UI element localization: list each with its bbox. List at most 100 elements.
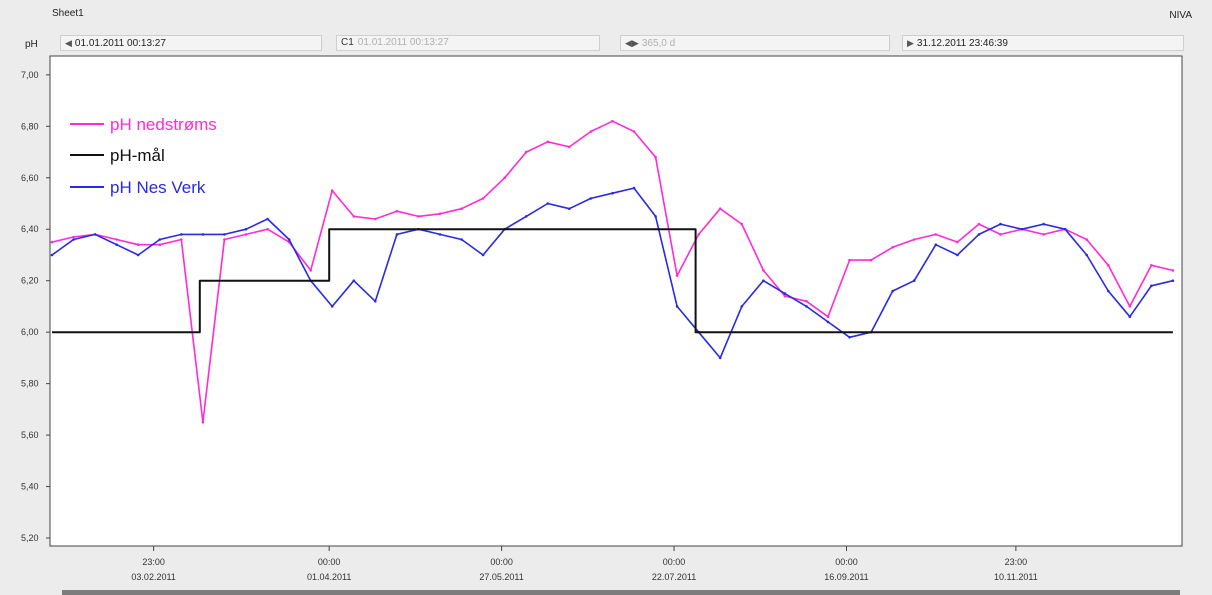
window-header: Sheet1 NIVA	[0, 0, 1212, 32]
y-tick-label: 5,60	[21, 430, 39, 440]
data-point-ph-nedstr-ms	[589, 130, 593, 133]
data-point-ph-nes-verk	[93, 233, 97, 236]
end-time-value: 31.12.2011 23:46:39	[916, 38, 1008, 49]
y-tick-label: 6,80	[21, 121, 39, 131]
data-point-ph-nes-verk	[266, 217, 269, 221]
data-point-ph-nes-verk	[1150, 284, 1153, 288]
legend-label-ph-nedstroms: pH nedstrøms	[110, 115, 217, 134]
data-point-ph-nedstr-ms	[762, 269, 765, 272]
y-axis: 7,00 6,80 6,60 6,40 6,20 6,00 5,80 5,60 5,40 5,20	[21, 70, 50, 543]
data-point-ph-nes-verk	[891, 289, 894, 293]
y-tick-label: 6,20	[21, 276, 39, 286]
end-time-field[interactable]: ▶ 31.12.2011 23:46:39	[902, 35, 1184, 51]
unit-label: pH	[25, 39, 38, 50]
span-field[interactable]: ◀▶ 365,0 d	[620, 35, 890, 51]
data-point-ph-nedstr-ms	[934, 233, 938, 236]
data-point-ph-nes-verk	[72, 238, 75, 241]
right-panel	[1182, 56, 1212, 546]
data-point-ph-nedstr-ms	[611, 119, 614, 123]
horizontal-scrollbar[interactable]	[62, 590, 1180, 595]
span-arrows-icon[interactable]: ◀▶	[625, 38, 639, 48]
sheet-title: Sheet1	[52, 8, 84, 19]
data-point-ph-nedstr-ms	[999, 233, 1002, 236]
y-tick-label: 7,00	[21, 70, 39, 80]
data-point-ph-nedstr-ms	[826, 315, 830, 319]
data-point-ph-nedstr-ms	[869, 258, 873, 262]
data-point-ph-nedstr-ms	[1107, 264, 1110, 267]
data-point-ph-nedstr-ms	[632, 130, 636, 133]
x-tick-date: 27.05.2011	[479, 572, 523, 582]
cursor-c1-field[interactable]: C1 01.01.2011 00:13:27	[336, 35, 600, 51]
data-point-ph-nes-verk	[762, 279, 765, 283]
data-point-ph-nes-verk	[223, 233, 226, 236]
x-tick-time: 23:00	[1005, 557, 1028, 567]
data-point-ph-nedstr-ms	[848, 258, 851, 262]
x-axis: 23:00 03.02.2011 00:00 01.04.2011 00:00 27.05…	[131, 546, 1038, 582]
x-tick-date: 03.02.2011	[131, 572, 175, 582]
data-point-ph-nes-verk	[180, 233, 183, 236]
legend: pH nedstrøms pH-mål pH Nes Verk	[64, 110, 264, 202]
data-point-ph-nedstr-ms	[783, 294, 787, 298]
data-point-ph-nes-verk	[1171, 279, 1175, 283]
y-tick-label: 5,20	[21, 533, 39, 543]
data-point-ph-nes-verk	[956, 253, 959, 257]
data-point-ph-nes-verk	[632, 186, 636, 190]
data-point-ph-nes-verk	[524, 215, 528, 218]
y-tick-label: 5,80	[21, 379, 39, 389]
data-point-ph-nedstr-ms	[654, 155, 657, 159]
brand-label: NIVA	[1169, 10, 1192, 21]
data-point-ph-nes-verk	[999, 222, 1002, 226]
data-point-ph-nedstr-ms	[50, 240, 54, 244]
x-tick-time: 00:00	[663, 557, 686, 567]
cursor-c1-label: C1	[341, 37, 354, 48]
data-point-ph-nedstr-ms	[72, 235, 75, 239]
data-point-ph-nes-verk	[654, 215, 657, 218]
data-point-ph-nes-verk	[374, 300, 377, 303]
data-point-ph-nedstr-ms	[1042, 233, 1045, 236]
x-tick-time: 00:00	[318, 557, 341, 567]
data-point-ph-nedstr-ms	[266, 227, 269, 231]
x-tick-date: 01.04.2011	[307, 572, 351, 582]
x-tick-time: 00:00	[835, 557, 858, 567]
data-point-ph-nedstr-ms	[1150, 264, 1153, 267]
data-point-ph-nedstr-ms	[956, 240, 959, 244]
data-point-ph-nes-verk	[1107, 289, 1110, 293]
data-point-ph-nedstr-ms	[1171, 269, 1175, 272]
y-axis-panel	[0, 56, 50, 546]
data-point-ph-nedstr-ms	[546, 140, 550, 144]
data-point-ph-nes-verk	[977, 233, 981, 236]
data-point-ph-nedstr-ms	[244, 233, 248, 236]
y-tick-label: 5,40	[21, 482, 39, 492]
step-left-icon[interactable]: ◀	[65, 38, 72, 48]
data-point-ph-nedstr-ms	[158, 243, 162, 246]
data-point-ph-nedstr-ms	[309, 269, 313, 272]
data-point-ph-nes-verk	[546, 202, 550, 205]
data-point-ph-nes-verk	[826, 320, 830, 324]
data-point-ph-nes-verk	[1085, 253, 1088, 257]
data-point-ph-nedstr-ms	[481, 197, 485, 200]
data-point-ph-nedstr-ms	[675, 274, 679, 277]
data-point-ph-nes-verk	[136, 253, 140, 257]
data-point-ph-nedstr-ms	[201, 420, 205, 424]
x-axis-panel	[0, 546, 1212, 595]
data-point-ph-nedstr-ms	[417, 215, 420, 218]
data-point-ph-nes-verk	[1042, 222, 1045, 226]
y-tick-label: 6,40	[21, 224, 39, 234]
data-point-ph-nes-verk	[115, 243, 118, 246]
data-point-ph-nedstr-ms	[223, 238, 226, 241]
data-point-ph-nes-verk	[805, 305, 808, 308]
data-point-ph-nedstr-ms	[524, 150, 528, 154]
data-point-ph-nes-verk	[438, 233, 442, 236]
step-right-icon[interactable]: ▶	[907, 38, 914, 48]
data-point-ph-nes-verk	[783, 292, 787, 295]
data-point-ph-nes-verk	[589, 197, 593, 200]
data-point-ph-nedstr-ms	[912, 238, 916, 241]
data-point-ph-nedstr-ms	[503, 176, 507, 180]
start-time-field[interactable]: ◀ 01.01.2011 00:13:27	[60, 35, 322, 51]
data-point-ph-nes-verk	[352, 279, 356, 283]
data-point-ph-nedstr-ms	[136, 243, 140, 246]
x-tick-time: 00:00	[490, 557, 513, 567]
data-point-ph-nes-verk	[50, 253, 54, 257]
y-tick-label: 6,00	[21, 327, 39, 337]
